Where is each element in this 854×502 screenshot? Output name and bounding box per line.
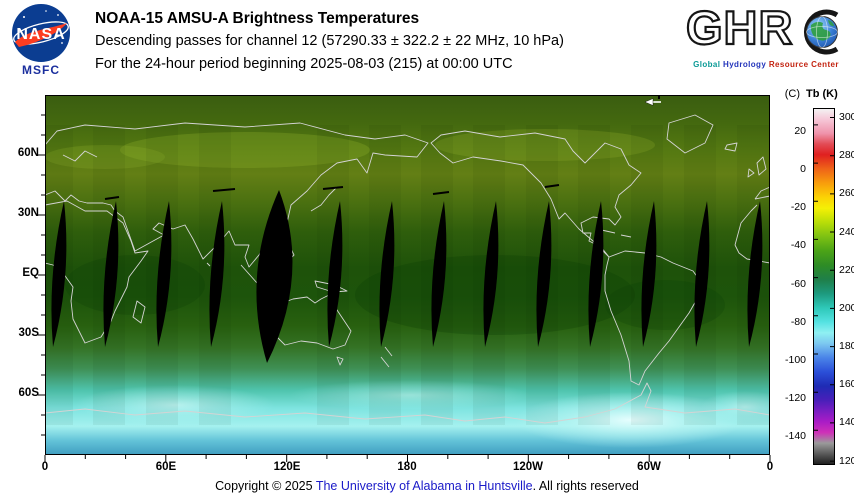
coastline-madagascar	[132, 300, 146, 324]
colorbar-celsius-ticks	[814, 124, 818, 431]
coastline-greenland	[666, 114, 714, 154]
coastline-west-africa-iberia-uk	[724, 142, 770, 264]
coastline-australia	[272, 294, 352, 366]
swath-gap	[103, 201, 119, 347]
swath-gap	[327, 201, 343, 347]
celsius-tick-20: 20	[794, 124, 806, 137]
ghrc-tagline-global: Global	[693, 60, 721, 69]
lon-label-180: 180	[397, 461, 417, 473]
swath-gap	[588, 201, 604, 347]
celsius-tick--120: -120	[784, 392, 806, 405]
x-axis-major-ticks	[44, 455, 771, 462]
map-field	[45, 95, 770, 455]
swath-gap	[483, 201, 499, 347]
nasa-meatball-icon: NASA	[12, 4, 70, 62]
celsius-tick--140: -140	[784, 430, 806, 443]
celsius-tick--40: -40	[790, 239, 806, 252]
colorbar-kelvin-ticks	[830, 117, 834, 462]
nasa-logo-text: NASA	[16, 26, 65, 43]
y-axis-minor-ticks	[41, 114, 45, 436]
lon-label-60w: 60W	[637, 461, 661, 473]
swath-gap	[431, 201, 447, 347]
ghrc-tagline-hydrology: Hydrology	[723, 60, 767, 69]
brightness-temperature-map	[38, 95, 771, 462]
page-subtitle-1: Descending passes for channel 12 (57290.…	[95, 33, 564, 49]
kelvin-tick-220: 220	[839, 263, 854, 276]
colorbar-kelvin-title: Tb (K)	[806, 88, 838, 100]
swath-gap-wide	[256, 190, 293, 363]
kelvin-tick-280: 280	[839, 149, 854, 162]
coastline-antarctica	[45, 382, 770, 424]
kelvin-tick-120: 120	[839, 454, 854, 467]
lon-label-120w: 120W	[512, 461, 544, 473]
kelvin-tick-300: 300	[839, 111, 854, 123]
kelvin-tick-240: 240	[839, 225, 854, 238]
orbit-ellipse	[13, 21, 69, 45]
nasa-logo: NASA	[10, 3, 72, 63]
swath-gap	[641, 201, 657, 347]
swath-gap	[209, 201, 225, 347]
lat-label-eq: EQ	[22, 267, 39, 279]
kelvin-tick-200: 200	[839, 301, 854, 314]
coastlines	[45, 114, 770, 424]
swath-striping	[45, 125, 769, 425]
map-frame	[45, 95, 770, 455]
lat-label-30n: 30N	[17, 207, 39, 219]
swath-gap	[51, 201, 67, 347]
kelvin-tick-180: 180	[839, 340, 854, 353]
x-axis-minor-ticks	[84, 455, 731, 459]
scan-direction-arrow-icon	[644, 95, 661, 106]
copyright-suffix: . All rights reserved	[532, 479, 639, 493]
red-swoosh	[15, 23, 67, 47]
ghrc-tagline-resource: Resource	[768, 60, 809, 69]
page-title: NOAA-15 AMSU-A Brightness Temperatures	[95, 10, 420, 27]
lat-label-60n: 60N	[17, 147, 39, 159]
ghrc-tagline-center: Center	[811, 60, 839, 69]
lon-label-60e: 60E	[155, 461, 177, 473]
swath-gap	[156, 201, 172, 347]
dropout-dashes	[104, 184, 560, 200]
swath-gaps	[51, 184, 763, 363]
celsius-tick--80: -80	[790, 315, 806, 328]
swath-gap	[379, 201, 395, 347]
swath-gap	[747, 201, 763, 347]
coastline-north-america	[430, 130, 642, 258]
copyright-prefix: Copyright © 2025	[215, 479, 316, 493]
lon-label-0-right: 0	[766, 461, 774, 473]
coastline-baltic	[62, 150, 98, 162]
copyright-line: Copyright © 2025 The University of Alaba…	[0, 479, 854, 493]
swath-gap	[536, 201, 552, 347]
kelvin-tick-160: 160	[839, 378, 854, 391]
lon-label-120e: 120E	[273, 461, 301, 473]
ghrc-tagline: Global Hydrology Resource Center	[680, 60, 852, 69]
colorbar	[813, 108, 835, 465]
title-block: NOAA-15 AMSU-A Brightness Temperatures D…	[95, 7, 564, 76]
kelvin-tick-140: 140	[839, 416, 854, 429]
celsius-tick-0: 0	[800, 163, 806, 176]
kelvin-tick-260: 260	[839, 187, 854, 200]
lon-label-0-left: 0	[41, 461, 49, 473]
y-axis-major-ticks	[38, 154, 45, 396]
lat-label-30s: 30S	[18, 327, 39, 339]
coastline-africa	[45, 200, 149, 344]
ghrc-globe-icon	[798, 6, 848, 63]
colorbar-celsius-title: (C)	[784, 88, 800, 100]
swath-gap	[694, 201, 710, 347]
copyright-university-link[interactable]: The University of Alabama in Huntsville	[315, 479, 533, 493]
msfc-label: MSFC	[22, 63, 60, 77]
celsius-tick--60: -60	[790, 277, 806, 290]
celsius-tick--100: -100	[784, 354, 806, 366]
lat-label-60s: 60S	[18, 387, 39, 399]
page-subtitle-2: For the 24-hour period beginning 2025-08…	[95, 56, 513, 72]
coastline-eurasia	[45, 122, 429, 268]
ghrc-logo-letters: GHR	[685, 0, 794, 55]
coastline-south-america	[604, 250, 704, 386]
celsius-tick--20: -20	[790, 201, 806, 214]
